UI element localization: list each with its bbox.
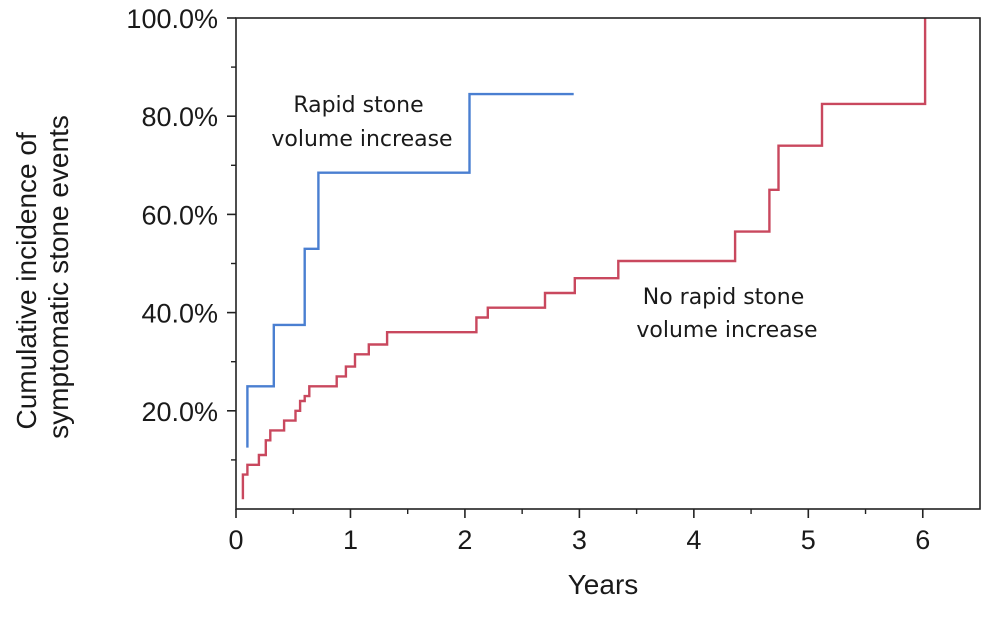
plot-frame: [235, 17, 981, 510]
no-rapid-increase-series-line: [241, 18, 927, 500]
rapid-series-label: Rapid stone volume increase: [271, 93, 452, 152]
x-axis-title: Years: [568, 569, 639, 600]
x-tick-label: 2: [457, 525, 472, 555]
no-rapid-series-label-line-2: volume increase: [636, 318, 817, 343]
y-axis-tick-labels: 20.0% 40.0% 60.0% 80.0% 100.0%: [126, 4, 218, 427]
x-axis-tick-labels: 0 1 2 3 4 5 6: [228, 525, 930, 555]
series-layer: [241, 18, 927, 500]
x-axis-ticks: [235, 509, 924, 518]
rapid-series-label-line-1: Rapid stone: [293, 93, 423, 118]
no-rapid-series-label: No rapid stone volume increase: [636, 285, 817, 343]
y-axis-ticks: [227, 17, 236, 461]
y-tick-label: 60.0%: [141, 200, 218, 230]
y-axis-title-line-1: Cumulative incidence of: [11, 132, 42, 429]
rapid-series-label-line-2: volume increase: [271, 127, 452, 152]
x-tick-label: 1: [343, 525, 358, 555]
x-tick-label: 3: [572, 525, 587, 555]
y-tick-label: 80.0%: [141, 102, 218, 132]
y-axis-title: Cumulative incidence of symptomatic ston…: [11, 115, 74, 439]
rapid-increase-series-line: [246, 92, 574, 448]
x-tick-label: 5: [801, 525, 816, 555]
no-rapid-series-label-line-1: No rapid stone: [643, 285, 805, 310]
x-tick-label: 4: [686, 525, 701, 555]
y-tick-label: 40.0%: [141, 299, 218, 329]
y-tick-label: 20.0%: [141, 397, 218, 427]
y-axis-title-line-2: symptomatic stone events: [43, 115, 74, 439]
x-tick-label: 6: [915, 525, 930, 555]
y-tick-label: 100.0%: [126, 4, 218, 34]
x-tick-label: 0: [228, 525, 243, 555]
